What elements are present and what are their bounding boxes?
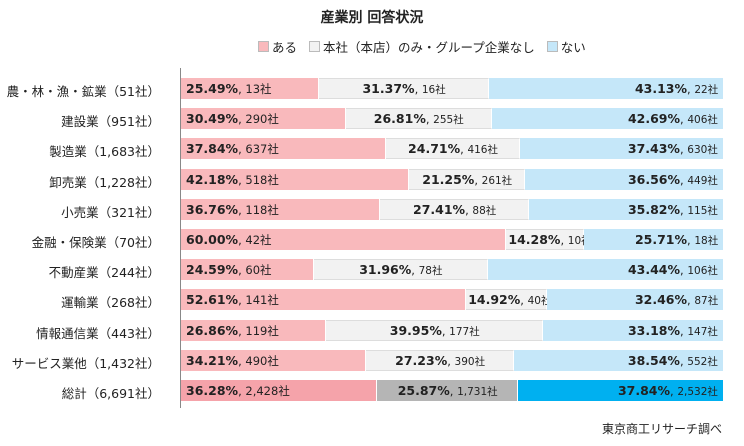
data-label: 25.71%, 18社	[634, 232, 719, 247]
bar-segment-aru	[180, 380, 378, 401]
bar-segment-honsha-only	[506, 229, 585, 250]
bar-segment-honsha-only	[466, 289, 548, 311]
legend-item-honsha-only: 本社（本店）のみ・グループ企業なし	[309, 37, 535, 56]
bar-segment-nai	[547, 289, 724, 311]
data-label: 14.92%, 40社	[468, 292, 552, 308]
data-label: 36.76%, 118社	[186, 201, 279, 217]
bar-segment-honsha-only	[313, 259, 488, 281]
data-label: 25.87%, 1,731社	[397, 383, 498, 398]
data-label: 26.81%, 255社	[373, 111, 464, 127]
data-label: 21.25%, 261社	[422, 171, 513, 187]
bar-segment-nai	[491, 108, 724, 130]
bar-segment-honsha-only	[377, 380, 519, 401]
category-label: 情報通信業（443社）	[36, 325, 160, 341]
data-label: 33.18%, 147社	[627, 322, 718, 338]
bar-segment-nai	[543, 319, 724, 341]
data-label: 27.23%, 390社	[395, 352, 486, 368]
bar-segment-honsha-only	[385, 138, 521, 160]
bar-segment-aru	[180, 319, 327, 341]
data-label: 43.44%, 106社	[627, 262, 718, 278]
data-label: 37.43%, 630社	[627, 141, 718, 157]
legend-swatch-honsha-only	[309, 41, 321, 52]
category-label: 総計（6,691社）	[61, 386, 160, 401]
category-label: 製造業（1,683社）	[49, 144, 160, 160]
legend-label-honsha-only: 本社（本店）のみ・グループ企業なし	[323, 40, 535, 55]
data-label: 26.86%, 119社	[186, 322, 279, 338]
data-label: 14.28%, 10社	[508, 232, 592, 247]
category-axis-line	[180, 68, 181, 408]
data-label: 32.46%, 87社	[634, 292, 719, 308]
bar-segment-nai	[529, 198, 724, 220]
data-label: 37.84%, 637社	[186, 141, 279, 157]
data-label: 24.59%, 60社	[186, 262, 272, 278]
chart-legend: ある 本社（本店）のみ・グループ企業なし ない	[258, 37, 586, 56]
data-label: 27.41%, 88社	[413, 201, 497, 217]
data-label: 43.13%, 22社	[634, 81, 719, 96]
data-label: 25.49%, 13社	[186, 81, 272, 96]
bar-segment-honsha-only	[326, 319, 544, 341]
bar-segment-honsha-only	[318, 78, 490, 99]
data-label: 24.71%, 416社	[408, 141, 498, 157]
bar-segment-aru	[180, 349, 367, 371]
bar-segment-aru	[180, 78, 319, 99]
data-label: 37.84%, 2,532社	[617, 383, 718, 398]
bar-segment-aru	[180, 138, 386, 160]
data-label: 35.82%, 115社	[627, 201, 718, 217]
bar-segment-aru	[180, 289, 467, 311]
data-label: 42.69%, 406社	[627, 111, 718, 127]
legend-label-nai: ない	[560, 40, 586, 55]
bar-segment-nai	[525, 168, 724, 190]
bar-segment-nai	[518, 380, 724, 401]
data-label: 60.00%, 42社	[186, 232, 272, 247]
bar-segment-nai	[487, 259, 724, 281]
bar-segment-honsha-only	[345, 108, 492, 130]
bar-segment-aru	[180, 198, 380, 220]
legend-item-aru: ある	[258, 37, 297, 56]
bar-segment-honsha-only	[366, 349, 515, 371]
category-label: 不動産業（244社）	[48, 265, 160, 281]
data-label: 31.96%, 78社	[359, 262, 443, 278]
category-label: 小売業（321社）	[61, 204, 160, 220]
category-label: 運輸業（268社）	[61, 295, 160, 311]
data-label: 30.49%, 290社	[186, 111, 279, 127]
bar-segment-nai	[514, 349, 724, 371]
bar-segment-aru	[180, 229, 507, 250]
data-label: 38.54%, 552社	[627, 352, 718, 368]
category-label: 農・林・漁・鉱業（51社）	[6, 84, 160, 99]
data-label: 39.95%, 177社	[389, 322, 480, 338]
bar-segment-aru	[180, 259, 314, 281]
bar-segment-aru	[180, 108, 346, 130]
category-label: 建設業（951社）	[61, 114, 160, 130]
data-label: 36.28%, 2,428社	[186, 383, 290, 398]
category-label: サービス業他（1,432社）	[11, 355, 160, 371]
bar-segment-nai	[489, 78, 724, 99]
source-note: 東京商工リサーチ調べ	[601, 422, 722, 436]
data-label: 31.37%, 16社	[362, 81, 446, 96]
data-label: 52.61%, 141社	[186, 292, 279, 308]
legend-swatch-nai	[546, 41, 558, 52]
data-label: 34.21%, 490社	[186, 352, 279, 368]
plot-area: 25.49%, 13社 31.37%, 16社 43.13%, 22社 30.49%,…	[180, 68, 724, 408]
legend-item-nai: ない	[546, 37, 586, 56]
bar-segment-nai	[520, 138, 724, 160]
bar-segment-aru	[180, 168, 410, 190]
category-label: 卸売業（1,228社）	[49, 174, 160, 190]
legend-swatch-aru	[258, 41, 269, 52]
bar-segment-honsha-only	[409, 168, 526, 190]
data-label: 36.56%, 449社	[627, 171, 718, 187]
chart-title: 産業別 回答状況	[320, 10, 424, 26]
bar-segment-honsha-only	[379, 198, 530, 220]
bar-segment-nai	[584, 229, 724, 250]
data-label: 42.18%, 518社	[186, 171, 279, 187]
legend-label-aru: ある	[272, 40, 298, 55]
category-label: 金融・保険業（70社）	[31, 235, 160, 250]
